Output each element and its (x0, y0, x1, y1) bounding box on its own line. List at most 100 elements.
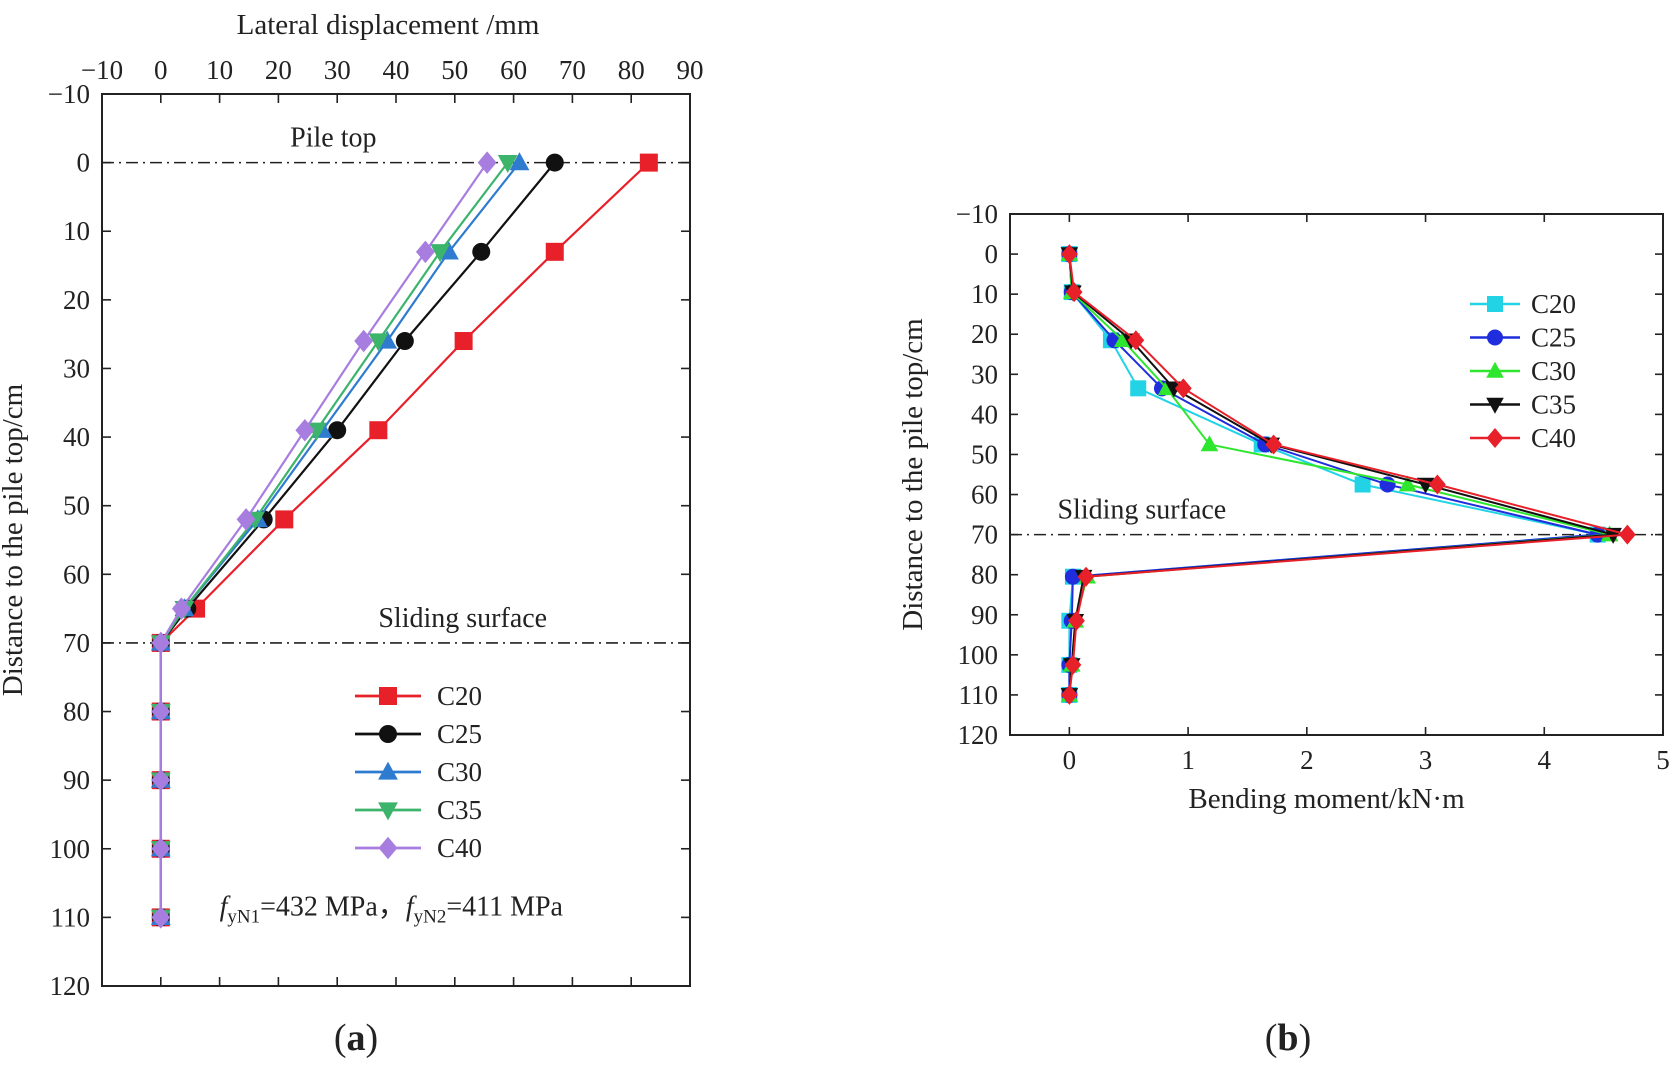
series-C40 (151, 151, 497, 929)
series-line (159, 161, 650, 918)
y-tick-label: 60 (63, 559, 90, 589)
y-tick-label: 30 (63, 353, 90, 383)
y-tick-label: 120 (958, 720, 999, 750)
legend-marker (379, 687, 397, 705)
data-point (472, 242, 491, 261)
legend-label: C25 (437, 719, 482, 749)
panel-paren: ( (1265, 1017, 1278, 1059)
y-tick-label: 0 (77, 148, 91, 178)
x-tick-label: −10 (81, 55, 123, 85)
legend-label: C35 (1531, 390, 1576, 420)
data-point (1113, 331, 1132, 348)
data-point (1618, 524, 1636, 545)
panel-letter: b (1277, 1017, 1298, 1059)
x-tick-label: 3 (1419, 745, 1433, 775)
data-point (1064, 654, 1082, 675)
x-tick-label: 0 (1063, 745, 1077, 775)
data-point (369, 421, 388, 440)
data-point (395, 332, 414, 351)
data-point (236, 508, 256, 531)
note-part: f (220, 891, 231, 922)
data-point (545, 153, 564, 172)
legend-marker (378, 836, 398, 860)
y-tick-label: 80 (971, 560, 998, 590)
x-tick-label: 80 (618, 55, 645, 85)
data-point (1200, 435, 1219, 452)
data-point (1429, 474, 1446, 495)
data-point (477, 151, 497, 174)
data-point (151, 631, 171, 655)
sliding-surface-label: Sliding surface (1057, 495, 1226, 526)
note-part: f (406, 891, 417, 922)
data-point (430, 244, 450, 263)
series-C25 (1061, 246, 1606, 703)
data-point (295, 418, 315, 442)
y-tick-label: 100 (958, 640, 999, 670)
plot-frame (1009, 213, 1664, 736)
series-line (1068, 253, 1629, 696)
x-tick-label: 4 (1538, 745, 1552, 775)
legend: C20 C25 C30 C35 C40 (355, 681, 482, 863)
x-tick-label: 10 (206, 55, 233, 85)
note-part: yN1 (227, 906, 260, 927)
data-point (415, 240, 435, 264)
series-line (1068, 253, 1615, 696)
legend-marker (1486, 361, 1504, 378)
panel-paren: ) (1299, 1017, 1312, 1059)
y-tick-label: 110 (959, 680, 999, 710)
data-point (151, 700, 171, 723)
x-tick-label: 20 (265, 55, 292, 85)
y-tick-label: 50 (971, 439, 998, 469)
data-point (151, 768, 171, 792)
legend-label: C40 (437, 833, 482, 863)
x-tick-label: 1 (1181, 745, 1195, 775)
y-tick-label: 80 (63, 697, 90, 727)
legend-marker (379, 725, 397, 743)
legend-label: C35 (437, 795, 482, 825)
series-line (1068, 254, 1599, 695)
x-tick-label: 50 (441, 55, 468, 85)
data-point (497, 154, 518, 173)
x-tick-label: 5 (1656, 745, 1670, 775)
data-point (509, 152, 530, 171)
y-tick-label: 120 (50, 971, 91, 1001)
series-line (159, 161, 556, 918)
legend-marker (378, 761, 398, 780)
x-tick-label: 2 (1300, 745, 1314, 775)
legend-marker (1486, 397, 1504, 414)
y-axis-label: Distance to the pile top/cm (0, 383, 29, 696)
y-tick-label: 90 (63, 765, 90, 795)
data-point (1127, 330, 1145, 351)
data-point (1130, 380, 1147, 397)
data-point (368, 333, 389, 352)
pile-top-label: Pile top (290, 123, 376, 154)
panel-paren: ) (366, 1017, 379, 1059)
y-tick-label: 40 (971, 399, 998, 429)
y-tick-label: 90 (971, 600, 998, 630)
y-tick-label: 10 (63, 216, 90, 246)
legend-label: C30 (1531, 356, 1576, 386)
legend-label: C25 (1531, 323, 1576, 353)
data-point (151, 837, 171, 861)
x-tick-label: 30 (324, 55, 351, 85)
data-point (171, 597, 191, 620)
panel-letter: a (347, 1017, 366, 1059)
data-point (1077, 566, 1095, 587)
y-tick-label: −10 (48, 79, 90, 109)
sliding-surface-label: Sliding surface (378, 603, 547, 634)
panel-label: (b) (1265, 1017, 1311, 1059)
legend-marker (378, 802, 398, 821)
y-tick-label: −10 (956, 199, 998, 229)
y-tick-label: 10 (971, 279, 998, 309)
x-axis-label: Bending moment/kN·m (1188, 783, 1465, 815)
y-tick-label: 100 (50, 834, 91, 864)
y-tick-label: 110 (51, 902, 91, 932)
series-line (1068, 254, 1599, 695)
data-point (275, 510, 294, 529)
y-tick-label: 0 (985, 239, 999, 269)
panel-paren: ( (334, 1017, 347, 1059)
x-tick-label: 90 (677, 55, 704, 85)
data-point (1068, 610, 1085, 631)
note-part: =411 MPa (446, 891, 563, 922)
data-point (151, 906, 171, 929)
